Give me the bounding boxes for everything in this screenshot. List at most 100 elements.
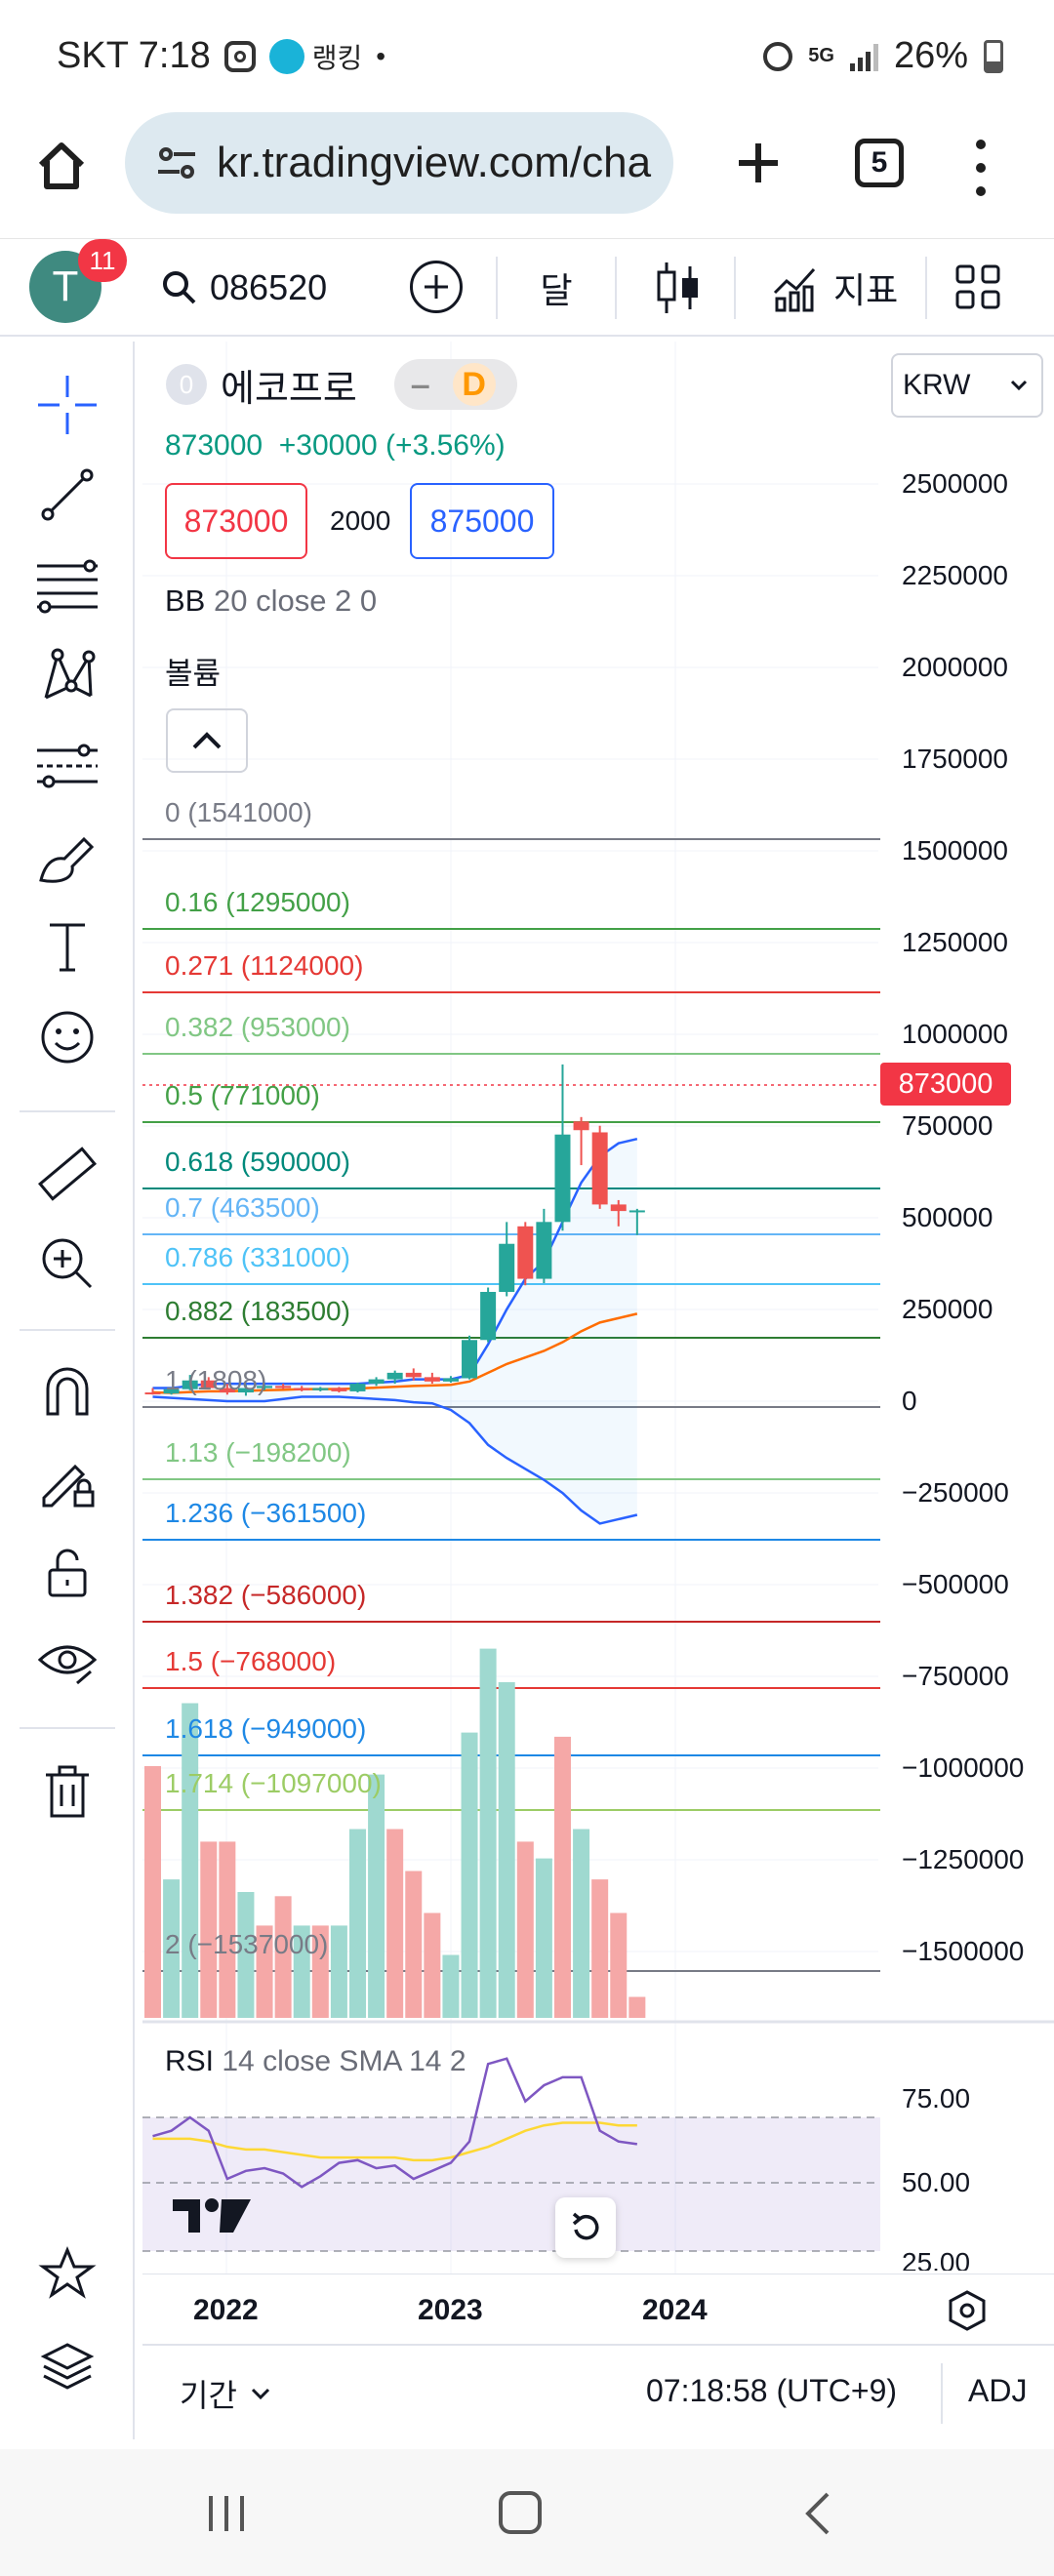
date-range-button[interactable]: 기간 (180, 2371, 270, 2416)
tradingview-logo[interactable] (171, 2194, 253, 2236)
emoji-icon[interactable] (33, 1003, 101, 1071)
layout-grid-icon[interactable] (952, 261, 1004, 313)
chart-settings-icon[interactable] (945, 2288, 990, 2333)
fib-retracement-icon[interactable] (33, 551, 101, 620)
tab-switcher-button[interactable]: 5 (855, 139, 904, 187)
volume-bar (405, 1871, 423, 2018)
bb-indicator-legend[interactable]: BB 20 close 2 0 (165, 584, 377, 619)
fib-level-label: 0.786 (331000) (165, 1242, 350, 1272)
time-axis[interactable]: 2022 2023 2024 (142, 2274, 1054, 2344)
new-tab-icon[interactable] (727, 132, 790, 194)
price-axis-label: 500000 (902, 1202, 993, 1232)
lock-drawing-icon[interactable] (33, 1446, 101, 1514)
rsi-legend[interactable]: RSI 14 close SMA 14 2 (165, 2045, 466, 2078)
last-price-tag-value: 873000 (898, 1067, 993, 1100)
volume-bar (256, 1925, 273, 2018)
chart-type-icon[interactable] (649, 257, 708, 319)
alarm-icon (763, 41, 793, 71)
crosshair-icon[interactable] (33, 371, 101, 439)
search-icon (163, 271, 196, 304)
market-status-badge[interactable]: ‒ D (393, 359, 517, 410)
sell-price: 873000 (183, 503, 289, 539)
bottom-toolbar: 기간 07:18:58 (UTC+9) ADJ (142, 2344, 1054, 2439)
chart-toolbar: T 11 086520 달 지표 (0, 239, 1054, 337)
unlock-icon[interactable] (33, 1538, 101, 1606)
brush-icon[interactable] (33, 825, 101, 893)
collapse-legend-button[interactable] (166, 708, 248, 773)
site-settings-icon[interactable] (154, 141, 199, 185)
candle-body (628, 1210, 645, 1213)
recent-apps-icon[interactable] (203, 2492, 250, 2535)
hide-drawings-icon[interactable] (33, 1628, 101, 1696)
symbol-search-button[interactable]: 086520 (161, 259, 327, 317)
dot: • (376, 40, 386, 71)
volume-bar (144, 1766, 161, 2018)
trend-line-icon[interactable] (33, 461, 101, 529)
price-axis-label: 2250000 (902, 560, 1009, 590)
candle-body (405, 1372, 422, 1378)
text-tool-icon[interactable] (33, 912, 101, 981)
carrier-time: SKT 7:18 (57, 35, 211, 76)
toolbar-separator (20, 1727, 115, 1729)
bb-label: BB (165, 584, 206, 618)
symbol-badge: 0 (166, 364, 207, 405)
home-button-icon[interactable] (499, 2491, 542, 2534)
volume-bar (461, 1732, 478, 2018)
volume-bar (200, 1841, 218, 2018)
toolbar-divider (615, 257, 617, 319)
volume-bar (591, 1879, 609, 2018)
candle-body (424, 1377, 440, 1382)
volume-bar (182, 1703, 199, 2018)
candle-body (536, 1222, 552, 1279)
candle-body (349, 1384, 366, 1391)
bb-band-fill (152, 1139, 637, 1524)
time-label-2022: 2022 (193, 2294, 259, 2326)
candle-body (163, 1389, 180, 1394)
compare-add-icon[interactable] (410, 261, 463, 313)
more-menu-icon[interactable] (966, 134, 995, 202)
ruler-icon[interactable] (33, 1140, 101, 1208)
price-axis-label: −250000 (902, 1477, 1009, 1508)
sell-button[interactable]: 873000 (165, 483, 307, 559)
url-field[interactable]: kr.tradingview.com/cha (125, 112, 673, 214)
price-axis-label: −750000 (902, 1661, 1009, 1691)
volume-bar (163, 1879, 181, 2018)
object-tree-icon[interactable] (33, 2332, 101, 2400)
chart-pane[interactable] (142, 342, 1054, 2439)
clock-timezone[interactable]: 07:18:58 (UTC+9) (646, 2373, 898, 2408)
date-range-label: 기간 (180, 2378, 237, 2413)
indicators-button[interactable]: 지표 (771, 257, 898, 319)
drawing-toolbar (0, 342, 135, 2439)
volume-bar (348, 1829, 366, 2018)
volume-bar (498, 1682, 515, 2018)
favorites-star-icon[interactable] (33, 2239, 101, 2308)
candle-body (462, 1340, 478, 1379)
fib-level-label: 0.7 (463500) (165, 1192, 320, 1223)
trash-icon[interactable] (33, 1756, 101, 1825)
adjustment-toggle[interactable]: ADJ (968, 2373, 1028, 2408)
currency-select[interactable]: KRW (891, 353, 1043, 418)
volume-legend[interactable]: 볼륨 (165, 657, 222, 691)
pattern-icon[interactable] (33, 642, 101, 710)
forecast-icon[interactable] (33, 732, 101, 800)
rsi-label: RSI (165, 2045, 215, 2077)
time-label-2023: 2023 (418, 2294, 483, 2326)
reset-chart-button[interactable] (555, 2197, 616, 2258)
volume-bar (386, 1829, 404, 2018)
magnet-icon[interactable] (33, 1356, 101, 1425)
price-axis-label: 1750000 (902, 744, 1009, 774)
back-icon[interactable] (798, 2490, 837, 2537)
candle-body (573, 1121, 589, 1131)
candle-body (219, 1388, 235, 1393)
spread-value: 2000 (330, 505, 391, 536)
home-icon[interactable] (27, 132, 96, 200)
buy-button[interactable]: 875000 (410, 483, 554, 559)
candle-body (517, 1226, 534, 1279)
fib-level-label: 0.5 (771000) (165, 1080, 320, 1110)
android-nav-bar (0, 2449, 1054, 2576)
candle-body (144, 1392, 161, 1395)
signal-icon (849, 42, 878, 71)
price-chart-canvas[interactable] (142, 342, 1054, 2439)
interval-button[interactable]: 달 (517, 259, 595, 317)
zoom-in-icon[interactable] (33, 1229, 101, 1298)
